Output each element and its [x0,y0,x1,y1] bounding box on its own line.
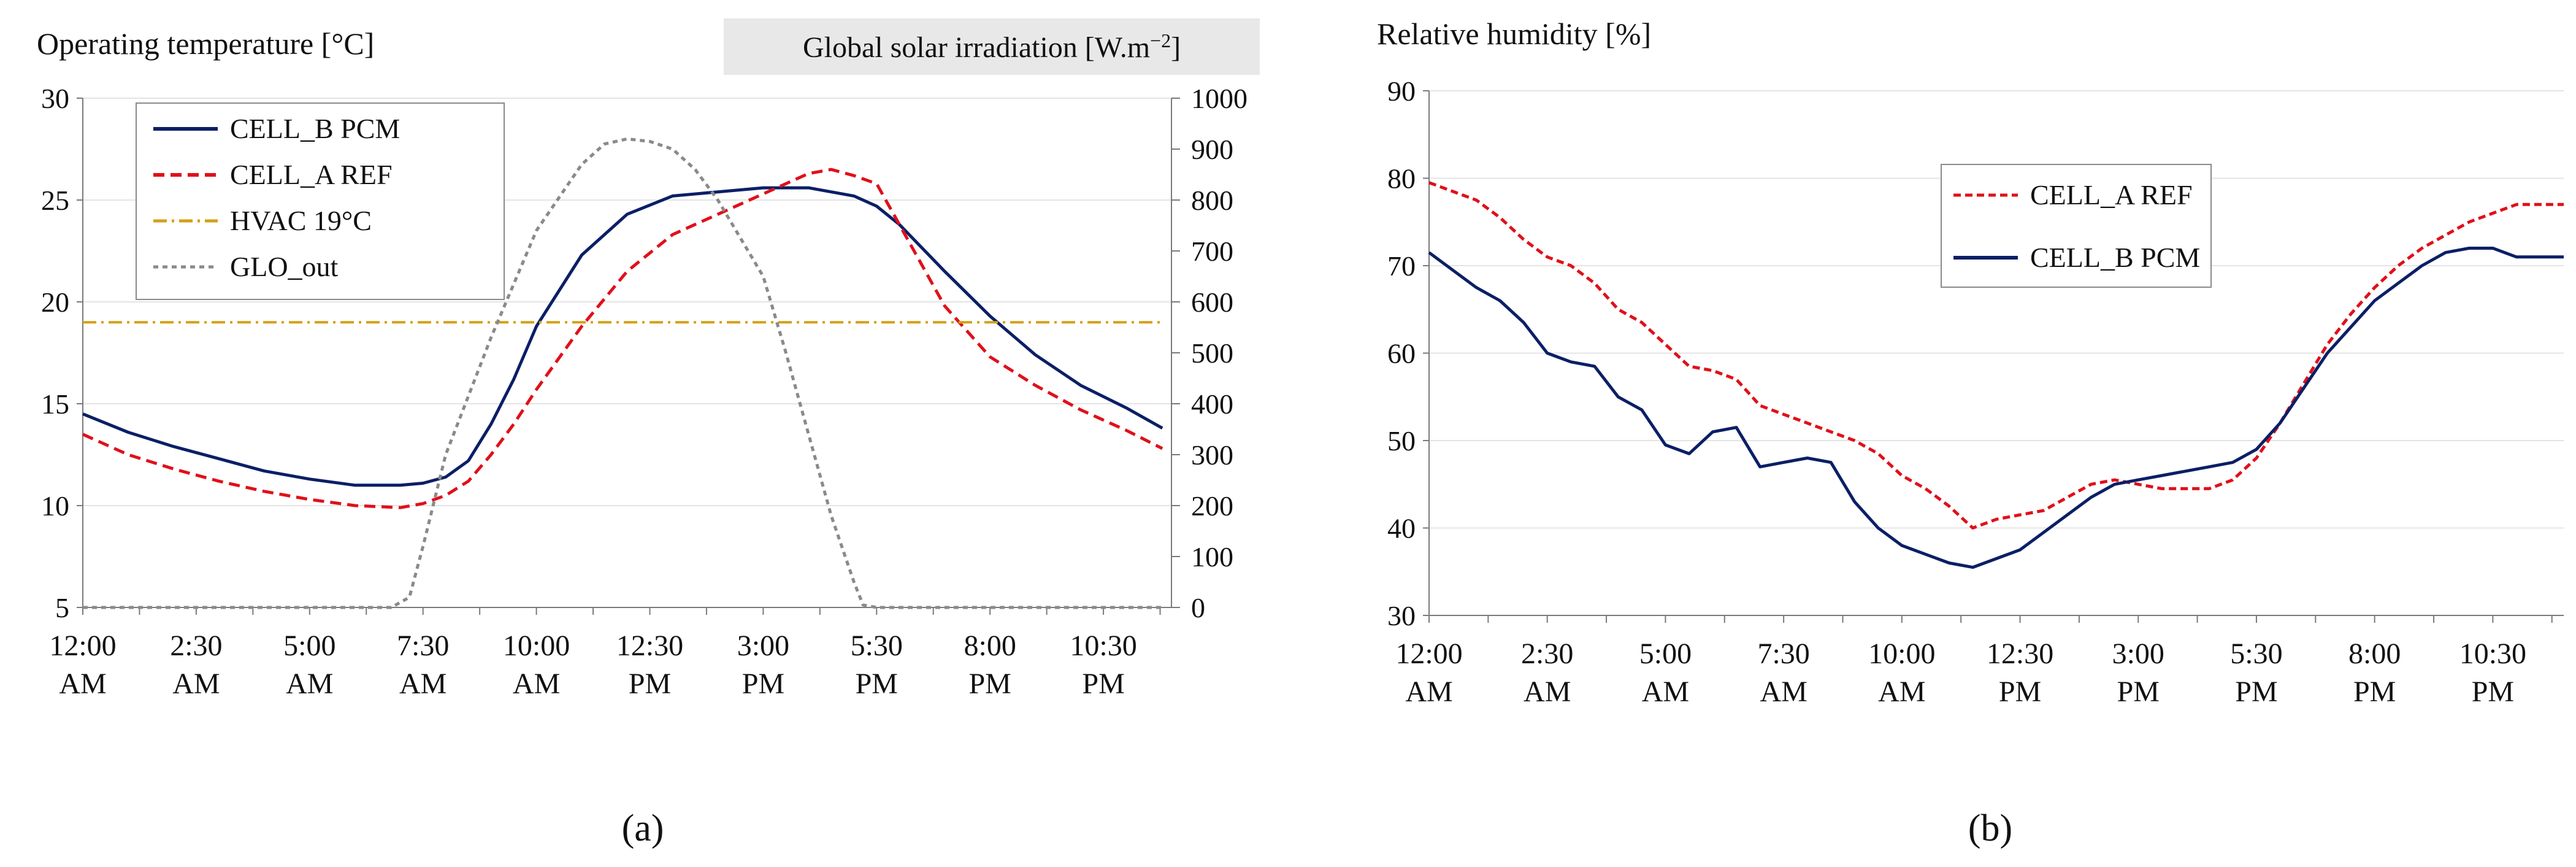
y-tick-label: 10 [41,490,69,522]
x-tick-label-time: 12:30 [616,630,683,662]
x-tick-label-period: PM [968,668,1011,700]
y-tick-label: 60 [1387,338,1416,369]
legend-label-cell-a: CELL_A REF [230,159,393,190]
panel-a-left-axis-title: Operating temperature [°C] [37,26,374,61]
x-tick-label-period: AM [1878,676,1925,708]
y-tick-label: 25 [41,185,69,216]
legend-label-cell-b: CELL_B PCM [230,113,400,144]
x-tick-label-time: 5:30 [2230,638,2282,670]
legend-label-hvac: HVAC 19°C [230,205,372,236]
y-tick-label: 30 [1387,600,1416,631]
panel-a-series [82,137,1163,609]
panel-a-legend: CELL_B PCM CELL_A REF HVAC 19°C GLO_out [136,102,505,300]
x-tick-label-period: AM [1642,676,1689,708]
y-tick-label: 5 [55,592,69,623]
x-tick-label-time: 10:00 [503,630,570,662]
x-tick-label-time: 12:30 [1987,638,2053,670]
irradiation-title-background [724,18,1260,75]
y2-tick-label: 1000 [1191,83,1248,114]
panel-a: Operating temperature [°C] Global solar … [37,18,1260,849]
panel-a-right-axis-title: Global solar irradiation [W.m−2] [803,29,1181,64]
y-tick-label: 80 [1387,163,1416,195]
y-tick-label: 30 [41,83,69,114]
x-tick-label-period: AM [172,668,220,700]
x-tick-label-period: PM [2472,676,2514,708]
panel-a-caption: (a) [622,807,664,849]
x-tick-label-period: AM [399,668,447,700]
x-tick-label-time: 3:00 [737,630,789,662]
panel-b-series [1428,181,2564,569]
panel-a-left-tick-labels: 30 25 20 15 10 5 [41,83,69,623]
y-tick-label: 20 [41,287,69,318]
y-tick-label: 90 [1387,75,1416,107]
y2-tick-label: 600 [1191,287,1233,318]
x-tick-label-period: PM [629,668,671,700]
x-tick-label-time: 2:30 [170,630,222,662]
y2-tick-label: 500 [1191,337,1233,369]
series-line-cell-b-pcm [1428,247,2564,569]
x-tick-label-period: PM [2117,676,2160,708]
y-tick-label: 50 [1387,425,1416,457]
x-tick-label-time: 8:00 [2348,638,2401,670]
panel-b: Relative humidity [%] 90 80 70 60 50 40 30 12:… [1377,17,2564,849]
y-tick-label: 70 [1387,250,1416,282]
x-tick-label-period: PM [856,668,898,700]
x-tick-label-period: PM [1082,668,1124,700]
y2-tick-label: 200 [1191,490,1233,522]
x-tick-label-period: PM [2235,676,2277,708]
x-tick-label-time: 7:30 [397,630,449,662]
y2-tick-label: 400 [1191,388,1233,420]
panel-b-legend: CELL_A REF CELL_B PCM [1941,164,2212,288]
y2-tick-label: 100 [1191,541,1233,572]
x-tick-label-period: AM [1524,676,1571,708]
legend-label-glo: GLO_out [230,251,339,282]
series-line-glo-out [83,137,1163,609]
x-tick-label-time: 2:30 [1521,638,1573,670]
x-tick-label-period: AM [1405,676,1452,708]
panel-b-x-tick-labels: 12:00 AM 2:30 AM 5:00 AM 7:30 AM 10:00 AM 12:30 PM 3… [1395,638,2526,708]
x-tick-label-time: 10:30 [2459,638,2526,670]
x-tick-label-time: 3:00 [2112,638,2164,670]
panel-b-legend-frame [1941,164,2212,288]
panel-b-y-tick-labels: 90 80 70 60 50 40 30 [1387,75,1416,631]
panel-b-axes [1423,90,2564,623]
x-tick-label-period: AM [513,668,560,700]
x-tick-label-period: AM [286,668,333,700]
x-tick-label-period: AM [59,668,106,700]
y2-tick-label: 700 [1191,236,1233,267]
series-line-cell-b-pcm [82,186,1163,487]
x-tick-label-period: PM [2353,676,2396,708]
panel-a-x-tick-labels: 12:00 AM 2:30 AM 5:00 AM 7:30 AM 10:00 AM 12:30 PM 3… [49,630,1137,700]
x-tick-label-time: 5:00 [1639,638,1692,670]
x-tick-label-time: 5:30 [851,630,903,662]
irradiation-title-box: Global solar irradiation [W.m−2] [724,18,1260,75]
x-tick-label-time: 12:00 [49,630,116,662]
y2-tick-label: 0 [1191,592,1205,623]
panel-b-caption: (b) [1968,807,2012,849]
legend-label-rh-cell-a: CELL_A REF [2030,179,2193,210]
y2-tick-label: 300 [1191,439,1233,471]
panel-b-axis-title: Relative humidity [%] [1377,17,1651,51]
x-tick-label-time: 5:00 [283,630,335,662]
x-tick-label-period: AM [1760,676,1807,708]
legend-label-rh-cell-b: CELL_B PCM [2030,242,2200,273]
x-tick-label-time: 7:30 [1757,638,1809,670]
y-tick-label: 15 [41,388,69,420]
x-tick-label-period: PM [742,668,784,700]
x-tick-label-time: 8:00 [964,630,1016,662]
series-line-cell-a-ref [1428,181,2564,530]
x-tick-label-time: 10:30 [1070,630,1137,662]
y2-tick-label: 800 [1191,185,1233,216]
x-tick-label-period: PM [1999,676,2041,708]
series-line-cell-a-ref [82,168,1163,509]
y2-tick-label: 900 [1191,134,1233,165]
x-tick-label-time: 12:00 [1395,638,1462,670]
y-tick-label: 40 [1387,513,1416,544]
panel-a-legend-frame [136,102,505,300]
x-tick-label-time: 10:00 [1868,638,1935,670]
